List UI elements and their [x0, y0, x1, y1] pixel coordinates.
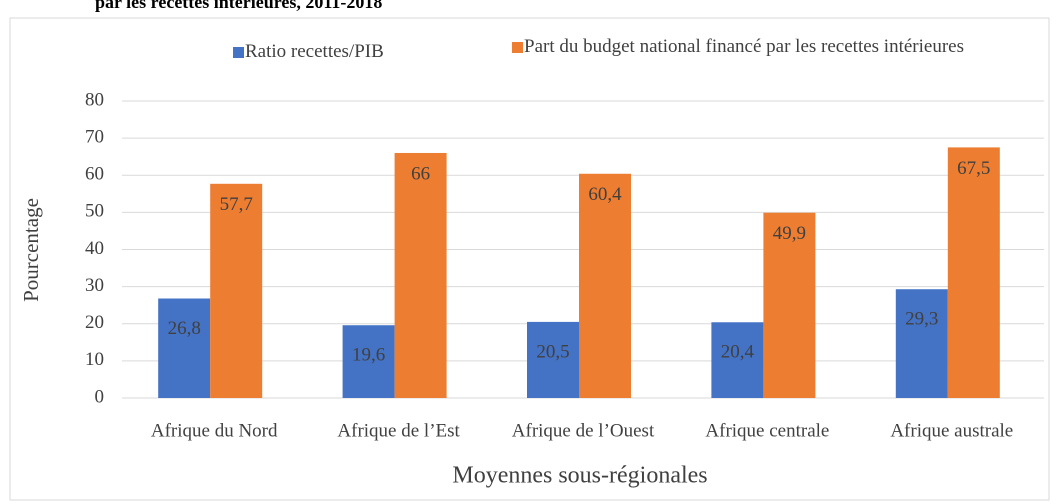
- data-label: 19,6: [352, 345, 385, 366]
- x-tick-label: Afrique du Nord: [151, 420, 278, 441]
- bar: [394, 152, 447, 398]
- y-tick-label: 60: [85, 164, 104, 185]
- x-tick-label: Afrique australe: [890, 420, 1013, 441]
- bar: [763, 212, 816, 398]
- y-tick-label: 40: [85, 238, 104, 259]
- legend-swatch: [512, 42, 523, 53]
- data-label: 60,4: [588, 184, 622, 205]
- data-label: 20,5: [536, 341, 569, 362]
- legend-swatch: [233, 47, 244, 58]
- y-tick-label: 30: [85, 275, 104, 296]
- x-tick-label: Afrique de l’Est: [337, 420, 460, 441]
- bar: [342, 325, 395, 398]
- legend-label: Ratio recettes/PIB: [245, 41, 384, 62]
- bar: [947, 147, 1000, 398]
- y-tick-label: 80: [85, 89, 104, 110]
- bar: [158, 298, 211, 398]
- x-tick-label: Afrique de l’Ouest: [512, 420, 655, 441]
- data-label: 29,3: [905, 309, 938, 330]
- legend-label: Part du budget national financé par les …: [524, 36, 964, 57]
- x-tick-label: Afrique centrale: [705, 420, 829, 441]
- bar: [210, 183, 263, 398]
- chart-border: [9, 17, 1050, 501]
- y-tick-label: 10: [85, 349, 104, 370]
- bar: [527, 321, 579, 398]
- bar: [711, 322, 764, 398]
- x-axis-title: Moyennes sous-régionales: [452, 463, 707, 489]
- y-tick-label: 70: [85, 126, 104, 147]
- data-label: 49,9: [773, 223, 806, 244]
- bar: [579, 173, 631, 398]
- data-label: 20,4: [721, 342, 755, 363]
- y-tick-label: 50: [85, 201, 104, 222]
- data-label: 66: [411, 163, 430, 184]
- data-label: 57,7: [220, 194, 253, 215]
- y-axis-title: Pourcentage: [19, 198, 43, 302]
- y-tick-label: 0: [95, 386, 105, 407]
- chart-title: par les recettes intérieures, 2011-2018: [95, 0, 382, 12]
- data-label: 67,5: [957, 158, 990, 179]
- y-tick-label: 20: [85, 312, 104, 333]
- data-label: 26,8: [168, 318, 201, 339]
- bar: [895, 289, 948, 398]
